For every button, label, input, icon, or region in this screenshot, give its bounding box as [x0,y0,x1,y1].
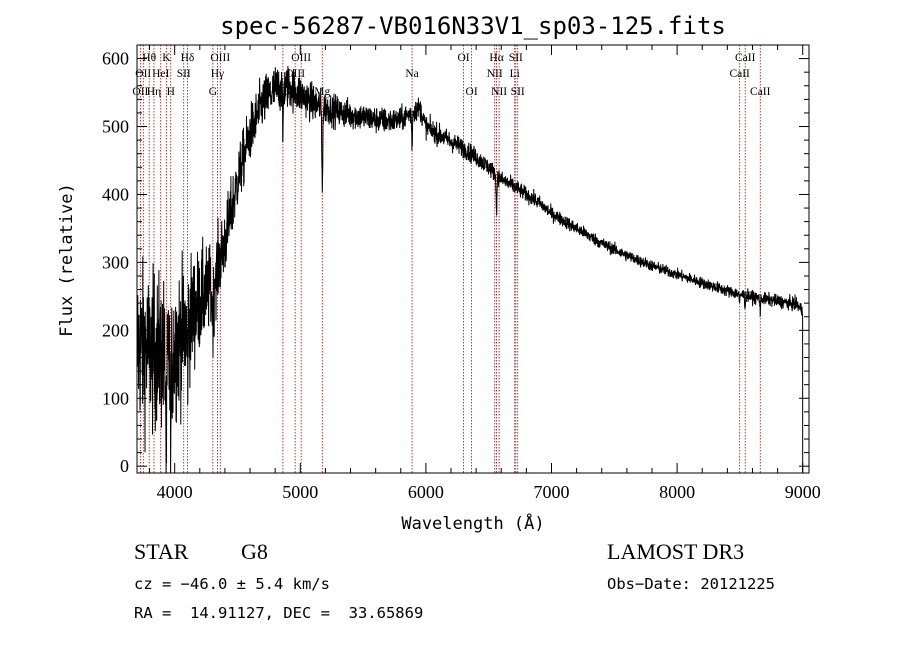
line-marker-label: OI [458,52,470,64]
line-marker-label: K [162,52,171,64]
y-tick-label: 600 [102,49,129,69]
line-marker-label: OII [135,68,151,80]
observation-date: Obs−Date: 20121225 [607,575,775,593]
y-axis-ticks: 0 100 200 300 400 500 600 [102,49,809,476]
line-marker-label: NII [491,86,507,98]
x-tick-label: 8000 [659,482,695,502]
line-marker-label: HeI [152,68,169,80]
line-marker-labels: OIIOIIHθHηHeIKHSIIHδGHγOIIIHβOIIIOIIIMgN… [132,52,770,98]
line-marker-label: G [209,86,217,98]
coordinates: RA = 14.91127, DEC = 33.65869 [134,604,424,622]
line-marker-label: H [167,86,175,98]
redshift-value: cz = −46.0 ± 5.4 km/s [134,575,330,593]
x-tick-label: 6000 [408,482,444,502]
line-marker-label: Hη [147,86,161,98]
line-markers [139,45,761,473]
line-marker-label: OIII [291,52,311,64]
y-tick-label: 500 [102,117,129,137]
line-marker-label: Mg [314,86,330,98]
line-marker-label: Hθ [142,52,156,64]
line-marker-label: OIII [285,68,305,80]
x-tick-label: 4000 [157,482,193,502]
y-tick-label: 0 [120,456,129,476]
y-tick-label: 100 [102,388,129,408]
survey-name: LAMOST DR3 [607,539,745,564]
y-tick-label: 300 [102,252,129,272]
line-marker-label: CaII [750,86,771,98]
line-marker-label: NII [487,68,503,80]
y-axis-label: Flux (relative) [57,183,77,337]
line-marker-label: Hα [489,52,503,64]
line-marker-label: OI [466,86,478,98]
x-tick-label: 5000 [282,482,318,502]
y-tick-label: 400 [102,184,129,204]
line-marker-label: OII [132,86,148,98]
line-marker-label: Hδ [181,52,195,64]
line-marker-label: Na [405,68,418,80]
line-marker-label: SII [177,68,191,80]
spectrum-line [136,65,804,474]
line-marker-label: SII [511,86,525,98]
chart-title: spec-56287-VB016N33V1_sp03-125.fits [220,12,726,40]
line-marker-label: Hγ [211,68,224,80]
x-axis-ticks: 4000 5000 6000 7000 8000 9000 [149,45,821,502]
y-tick-label: 200 [102,320,129,340]
line-marker-label: Li [510,68,520,80]
object-type: STAR [134,539,189,564]
line-marker-label: OIII [210,52,230,64]
x-tick-label: 7000 [534,482,570,502]
line-marker-label: SII [509,52,523,64]
x-axis-label: Wavelength (Å) [401,512,544,534]
plot-frame [136,44,810,474]
line-marker-label: CaII [735,52,756,64]
spectral-subclass: G8 [241,539,268,564]
line-marker-label: CaII [729,68,750,80]
x-tick-label: 9000 [785,482,821,502]
